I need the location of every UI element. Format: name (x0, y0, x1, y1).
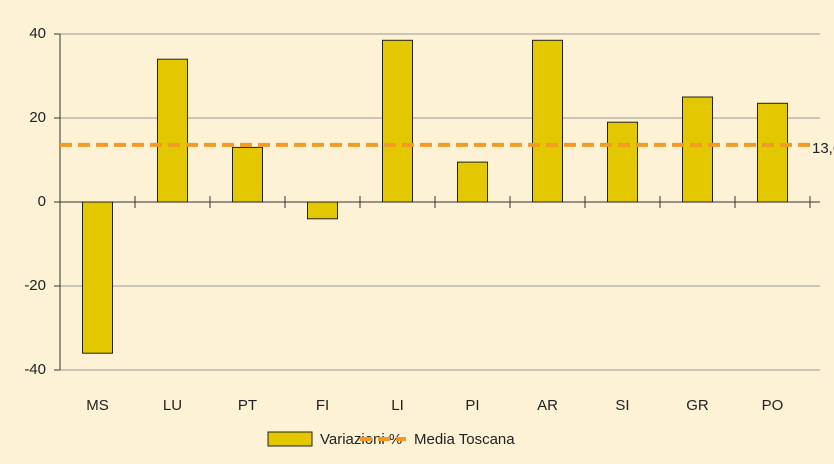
x-tick-label: MS (86, 397, 109, 414)
x-tick-label: LI (391, 397, 404, 414)
bar (307, 201, 338, 220)
x-tick-label: AR (537, 397, 558, 414)
y-tick-label: 0 (38, 193, 46, 210)
bar (532, 39, 563, 203)
bar (82, 201, 113, 354)
x-tick-label: PT (238, 397, 257, 414)
bar (157, 58, 188, 203)
y-tick-label: -40 (24, 361, 46, 378)
x-tick-label: SI (615, 397, 629, 414)
y-tick-label: -20 (24, 277, 46, 294)
y-tick-label: 20 (29, 109, 46, 126)
x-tick-label: GR (686, 397, 709, 414)
bar (232, 146, 263, 203)
x-tick-label: LU (163, 397, 182, 414)
x-tick-label: PI (465, 397, 479, 414)
legend-swatch (267, 431, 313, 447)
y-tick-label: 40 (29, 25, 46, 42)
reference-label: 13,6 (812, 140, 834, 157)
bar (682, 96, 713, 203)
bar (457, 161, 488, 203)
x-tick-label: FI (316, 397, 329, 414)
legend-label: Media Toscana (414, 431, 515, 448)
bar (757, 102, 788, 203)
x-tick-label: PO (762, 397, 784, 414)
bar (382, 39, 413, 203)
bar (607, 121, 638, 203)
